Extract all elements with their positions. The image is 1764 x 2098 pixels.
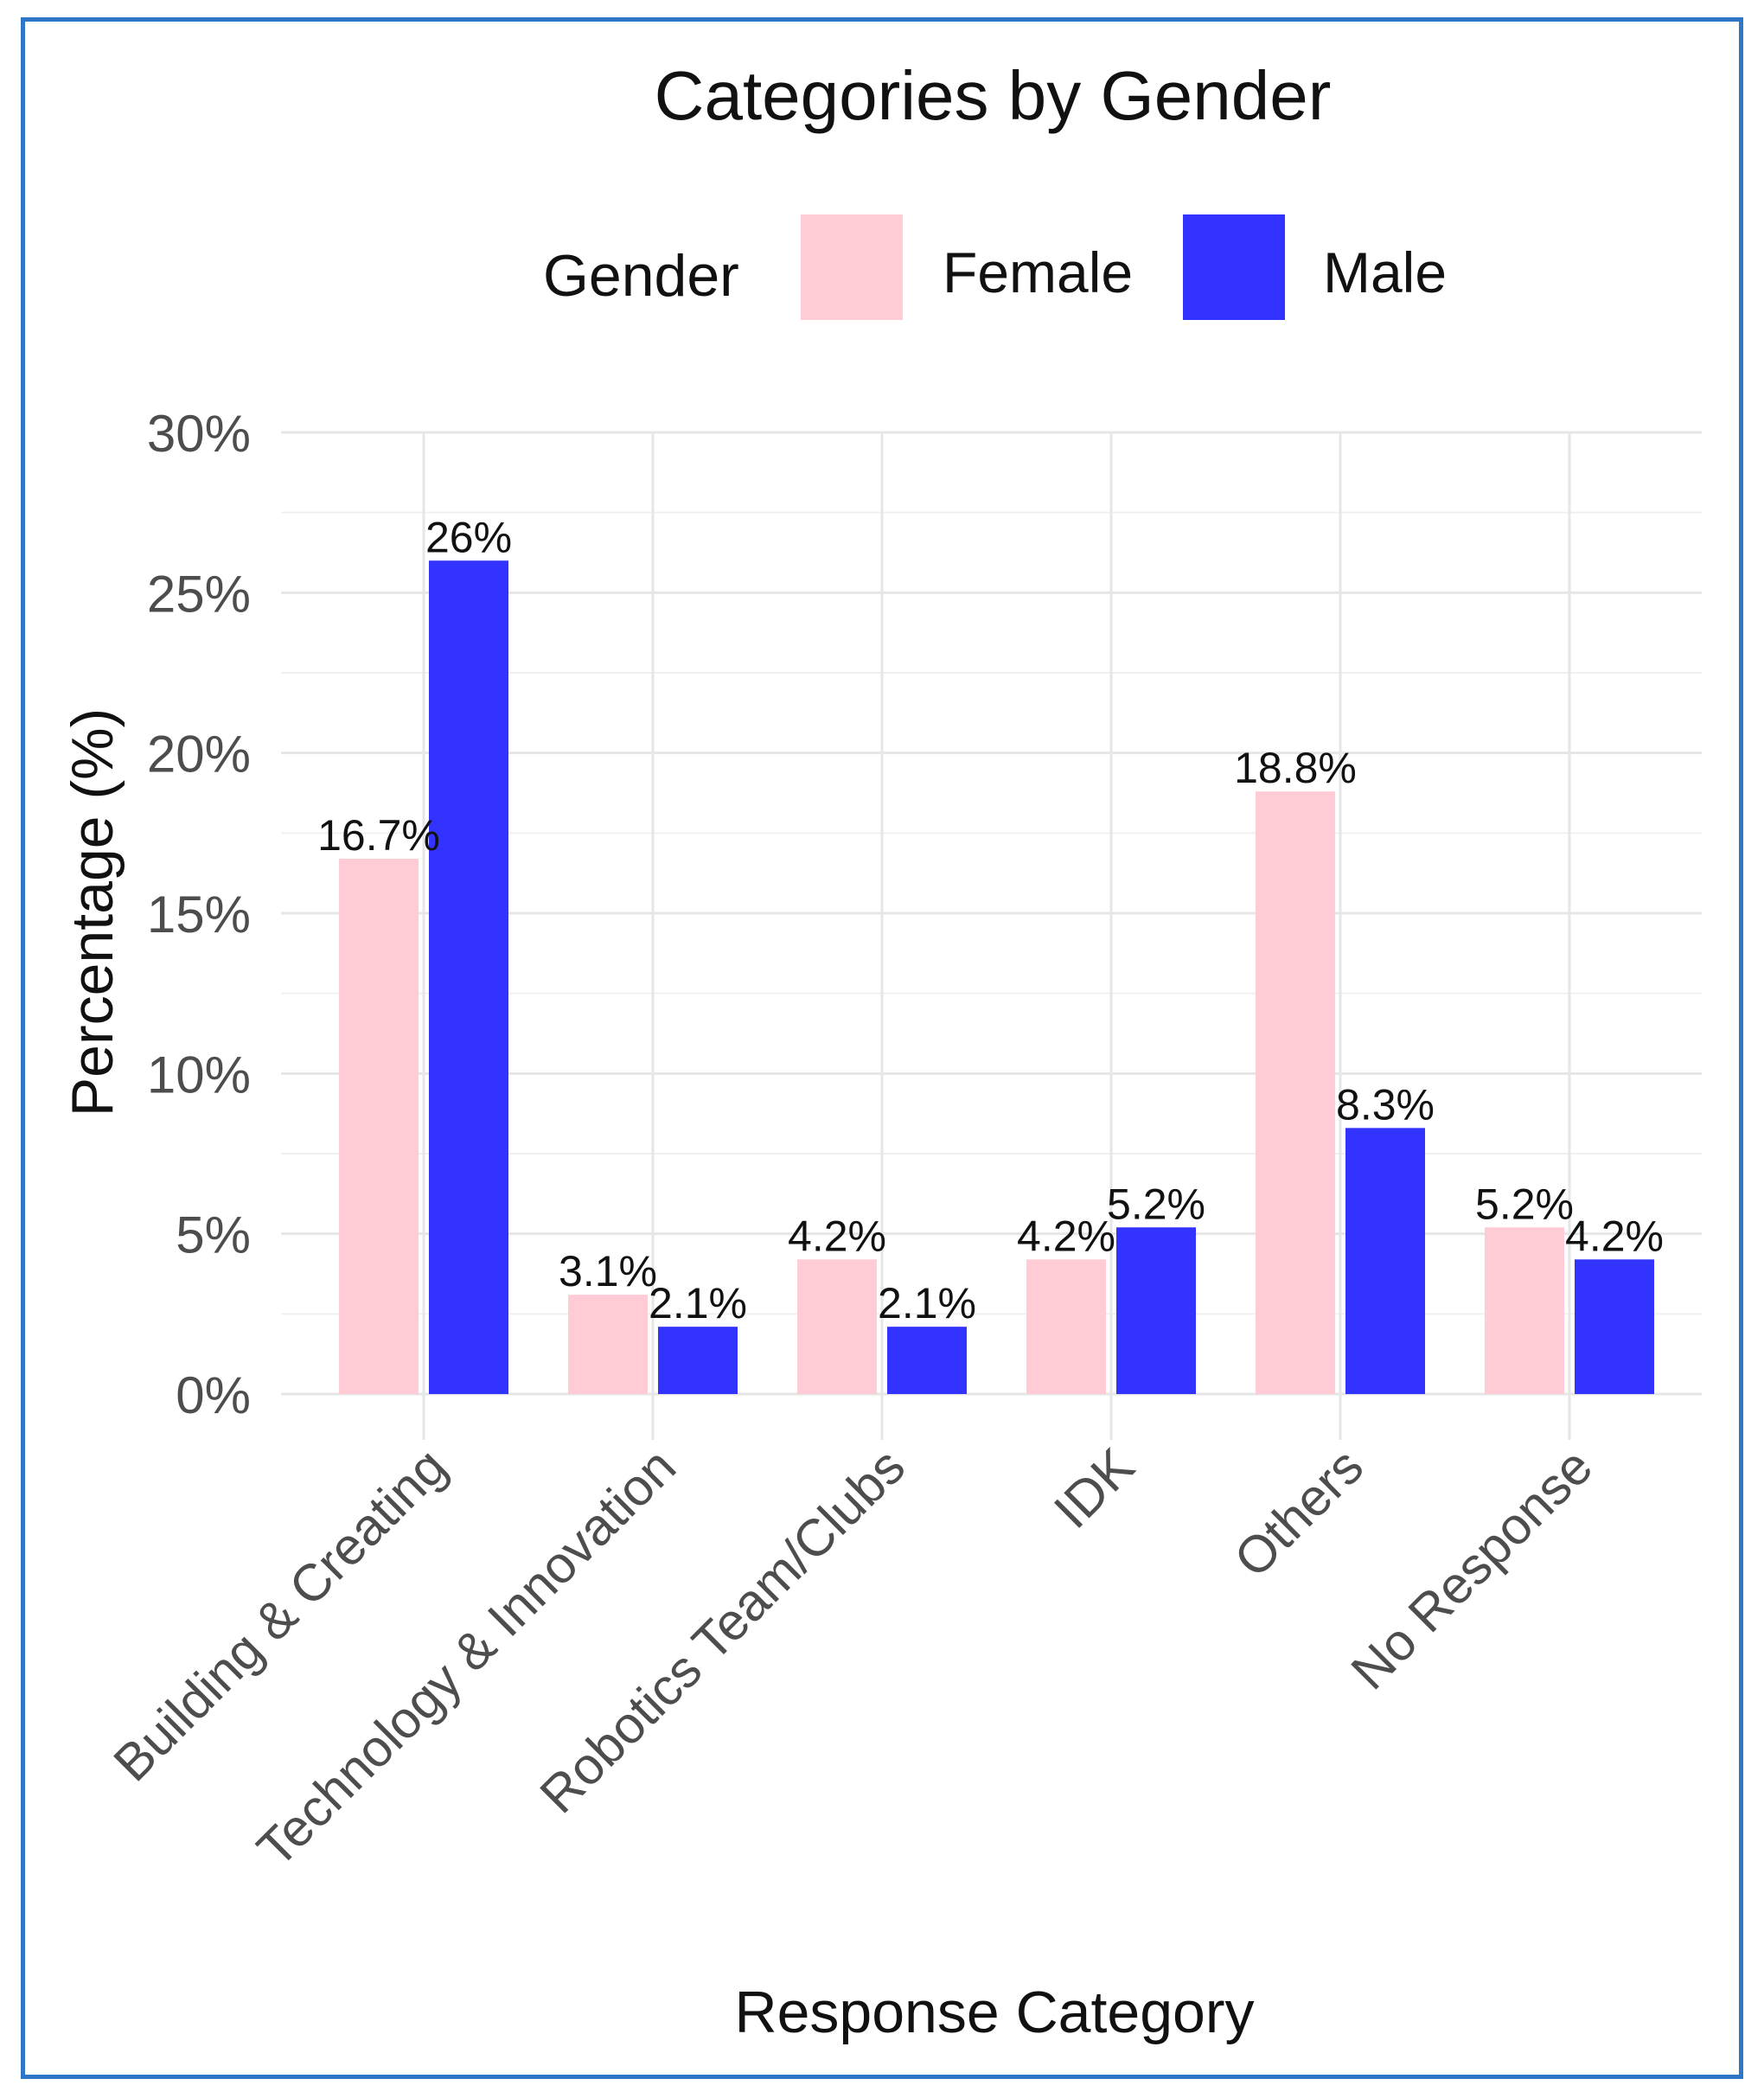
x-tick-label: IDK — [1043, 1437, 1145, 1539]
y-axis-ticks: 0% 5% 10% 15% 20% 25% 30% — [147, 405, 251, 1424]
bar-male — [429, 560, 508, 1394]
data-label-female: 4.2% — [1017, 1212, 1115, 1260]
legend-swatch-female — [801, 214, 903, 320]
bar-male — [1116, 1227, 1196, 1394]
legend-label-male: Male — [1323, 240, 1447, 304]
legend: Gender Female Male — [543, 214, 1447, 320]
data-label-male: 4.2% — [1565, 1212, 1664, 1260]
bar-female — [1485, 1227, 1564, 1394]
bar-female — [568, 1295, 648, 1394]
y-tick-label: 30% — [147, 405, 251, 463]
bar-female — [797, 1259, 877, 1394]
bar-female — [1026, 1259, 1106, 1394]
x-axis-label: Response Category — [734, 1980, 1254, 2045]
x-tick-label: No Response — [1340, 1437, 1603, 1700]
y-tick-label: 25% — [147, 565, 251, 623]
y-tick-label: 15% — [147, 886, 251, 943]
bars — [339, 560, 1654, 1394]
x-tick-label: Technology & Innovation — [246, 1437, 687, 1878]
chart-title: Categories by Gender — [655, 57, 1332, 134]
bar-labels: 16.7%26%3.1%2.1%4.2%2.1%4.2%5.2%18.8%8.3… — [317, 513, 1664, 1327]
bar-male — [658, 1327, 738, 1394]
legend-title: Gender — [543, 243, 739, 309]
data-label-female: 5.2% — [1475, 1180, 1574, 1228]
y-axis-label: Percentage (%) — [60, 708, 125, 1116]
grid — [281, 431, 1702, 1440]
y-tick-label: 5% — [176, 1206, 251, 1264]
data-label-female: 16.7% — [317, 811, 440, 860]
legend-label-female: Female — [943, 240, 1133, 304]
bar-female — [339, 858, 419, 1394]
data-label-male: 26% — [425, 513, 512, 561]
data-label-female: 4.2% — [788, 1212, 886, 1260]
y-tick-label: 20% — [147, 726, 251, 784]
bar-female — [1256, 791, 1335, 1394]
y-tick-label: 0% — [176, 1366, 251, 1424]
data-label-female: 3.1% — [559, 1247, 657, 1295]
data-label-male: 8.3% — [1336, 1080, 1435, 1129]
data-label-male: 2.1% — [878, 1279, 976, 1327]
bar-male — [1575, 1259, 1654, 1394]
data-label-male: 2.1% — [649, 1279, 747, 1327]
bar-male — [887, 1327, 967, 1394]
data-label-male: 5.2% — [1107, 1180, 1205, 1228]
y-tick-label: 10% — [147, 1046, 251, 1103]
bar-male — [1345, 1128, 1425, 1394]
data-label-female: 18.8% — [1234, 744, 1357, 792]
x-tick-label: Others — [1223, 1437, 1374, 1589]
legend-swatch-male — [1183, 214, 1285, 320]
